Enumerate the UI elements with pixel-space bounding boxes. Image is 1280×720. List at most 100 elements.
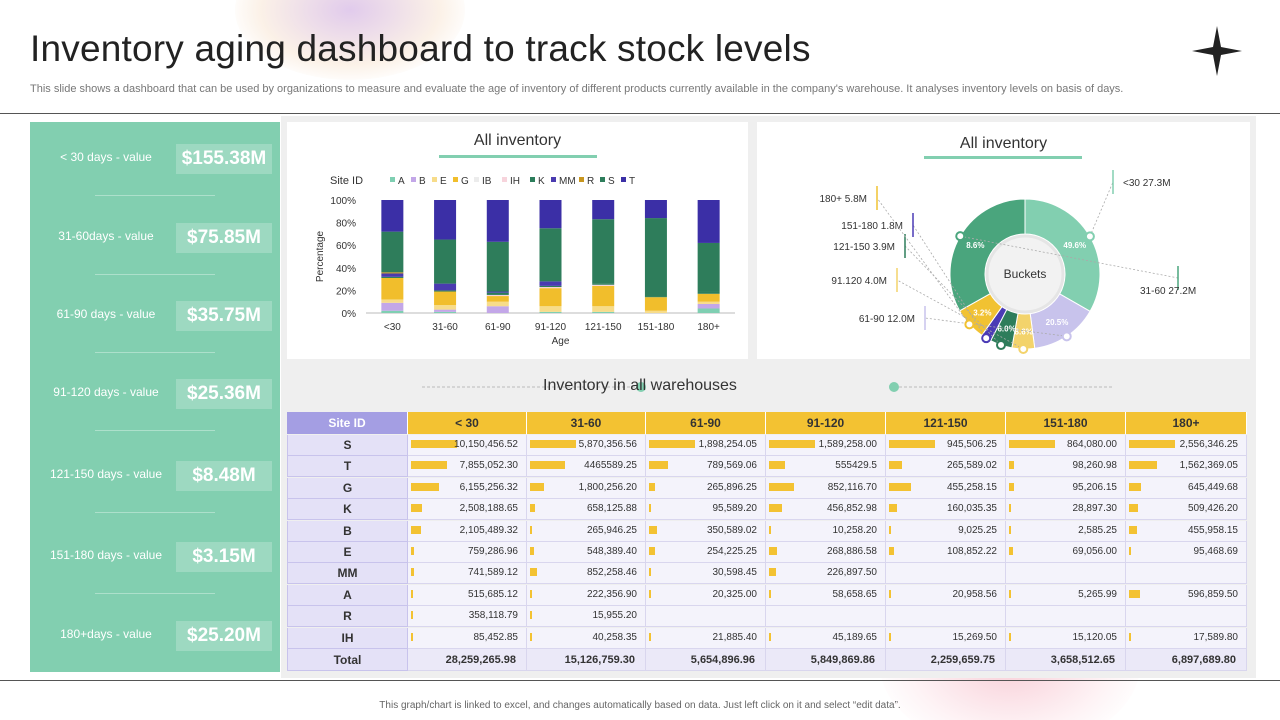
table-data-bar [530,482,545,491]
table-value-cell: 95,468.69 [1126,542,1247,563]
table-title-ornament [422,382,1113,392]
table-value-cell: 852,258.46 [527,563,646,585]
table-value: 2,105,489.32 [459,524,518,536]
kpi-separator [95,352,215,353]
bar-segment-e [381,299,404,303]
table-value-cell: 222,356.90 [527,584,646,606]
table-value: 20,958.56 [952,588,998,600]
x-tick-label: 31-60 [432,322,458,333]
legend-swatch-a [390,177,395,182]
bar-segment-s [592,219,615,284]
bar-segment-b [381,302,404,311]
table-data-bar [411,568,415,577]
table-value: 265,589.02 [946,460,997,472]
table-data-bar [769,632,771,641]
table-value: 759,286.96 [467,546,518,557]
bar-segment-b [434,309,457,312]
page-subtitle: This slide shows a dashboard that can be… [30,83,1124,95]
kpi-separator [95,274,215,275]
table-value-cell [1126,563,1247,585]
table-data-bar [530,611,532,620]
donut-percent-label: 20.5% [1046,318,1069,327]
table-data-bar [649,461,669,470]
donut-slice-6 [949,198,1026,312]
table-value-cell [886,563,1006,585]
bar-segment-mm [434,283,457,291]
table-data-bar [1129,461,1158,470]
table-value-cell: 6,155,256.32 [408,477,527,499]
table-value-cell: 28,897.30 [1006,499,1126,521]
table-value-cell: 265,896.25 [646,477,766,499]
legend-label-a: A [398,176,405,187]
table-site-cell: S [287,435,408,456]
table-value-cell: 9,025.25 [886,520,1006,542]
table-data-bar [411,525,421,534]
bar-segment-k [381,276,404,278]
legend-swatch-e [432,177,437,182]
footer-divider [0,680,1280,681]
table-value-cell: 265,589.02 [886,456,1006,478]
table-value-cell: 455,258.15 [886,477,1006,499]
table-data-bar [530,525,533,534]
table-value: 222,356.90 [586,588,637,600]
bar-segment-g [592,285,615,307]
table-value-cell: 789,569.06 [646,456,766,478]
table-value-cell: 509,426.20 [1126,499,1247,521]
table-data-bar [1009,440,1055,448]
table-data-bar [411,440,457,448]
table-value-cell: 2,105,489.32 [408,520,527,542]
bar-segment-g [381,277,404,300]
donut-percent-label: 8.6% [1015,327,1033,336]
table-data-bar [530,568,537,577]
table-data-bar [889,440,935,448]
table-data-bar [530,589,532,598]
donut-center-label: Buckets [1004,267,1047,281]
table-data-bar [1009,547,1013,555]
kpi-separator [95,195,215,196]
y-tick-label: 100% [330,196,356,207]
bar-segment-k [592,283,615,285]
x-tick-label: 61-90 [485,322,511,333]
table-value: 265,896.25 [706,481,757,493]
bar-segment-g [644,297,667,311]
bar-segment-s [381,231,404,273]
x-tick-label: 180+ [697,322,720,333]
table-value: 789,569.06 [706,460,757,472]
table-value-cell: 548,389.40 [527,542,646,563]
table-value-cell: 358,118.79 [408,606,527,628]
bar-segment-e [539,306,562,312]
donut-callout-dot [1061,331,1072,342]
table-value-cell: 268,886.58 [766,542,886,563]
table-value: 555429.5 [835,460,877,472]
bar-segment-r [381,272,404,274]
table-value-cell: 350,589.02 [646,520,766,542]
bar-segment-a [434,311,457,313]
table-value: 10,258.20 [832,524,878,536]
bar-segment-a [697,308,720,313]
table-data-bar [649,440,695,448]
x-tick-label: 121-150 [585,322,622,333]
donut-callout-label: 121-150 3.9M [833,242,895,253]
kpi-card: < 30 days - value $155.38M [30,138,280,178]
table-data-bar [889,547,895,555]
kpi-separator [95,512,215,513]
table-value-cell: 1,562,369.05 [1126,456,1247,478]
table-value-cell: 5,265.99 [1006,584,1126,606]
bar-segment-s [644,218,667,297]
table-value-cell: 596,859.50 [1126,584,1247,606]
table-data-bar [649,525,658,534]
header-divider [0,113,1280,114]
table-header-cell: < 30 [408,412,527,434]
table-data-bar [1129,440,1175,448]
table-data-bar [769,589,771,598]
table-value: 265,946.25 [586,524,637,536]
table-value-cell [886,606,1006,628]
donut-callout-dot [955,231,966,242]
table-value: 1,898,254.05 [698,439,757,450]
kpi-card: 31-60days - value $75.85M [30,217,280,257]
stacked-bar-chart: Site ID A B E G IB IH K MM R S T 0% 20% 40% 60% 80% 100% P… [315,175,735,347]
donut-callout-label: <30 27.3M [1123,178,1171,189]
table-value: 852,116.70 [827,481,877,493]
table-data-bar [769,482,794,491]
table-value: 2,556,346.25 [1179,439,1238,450]
